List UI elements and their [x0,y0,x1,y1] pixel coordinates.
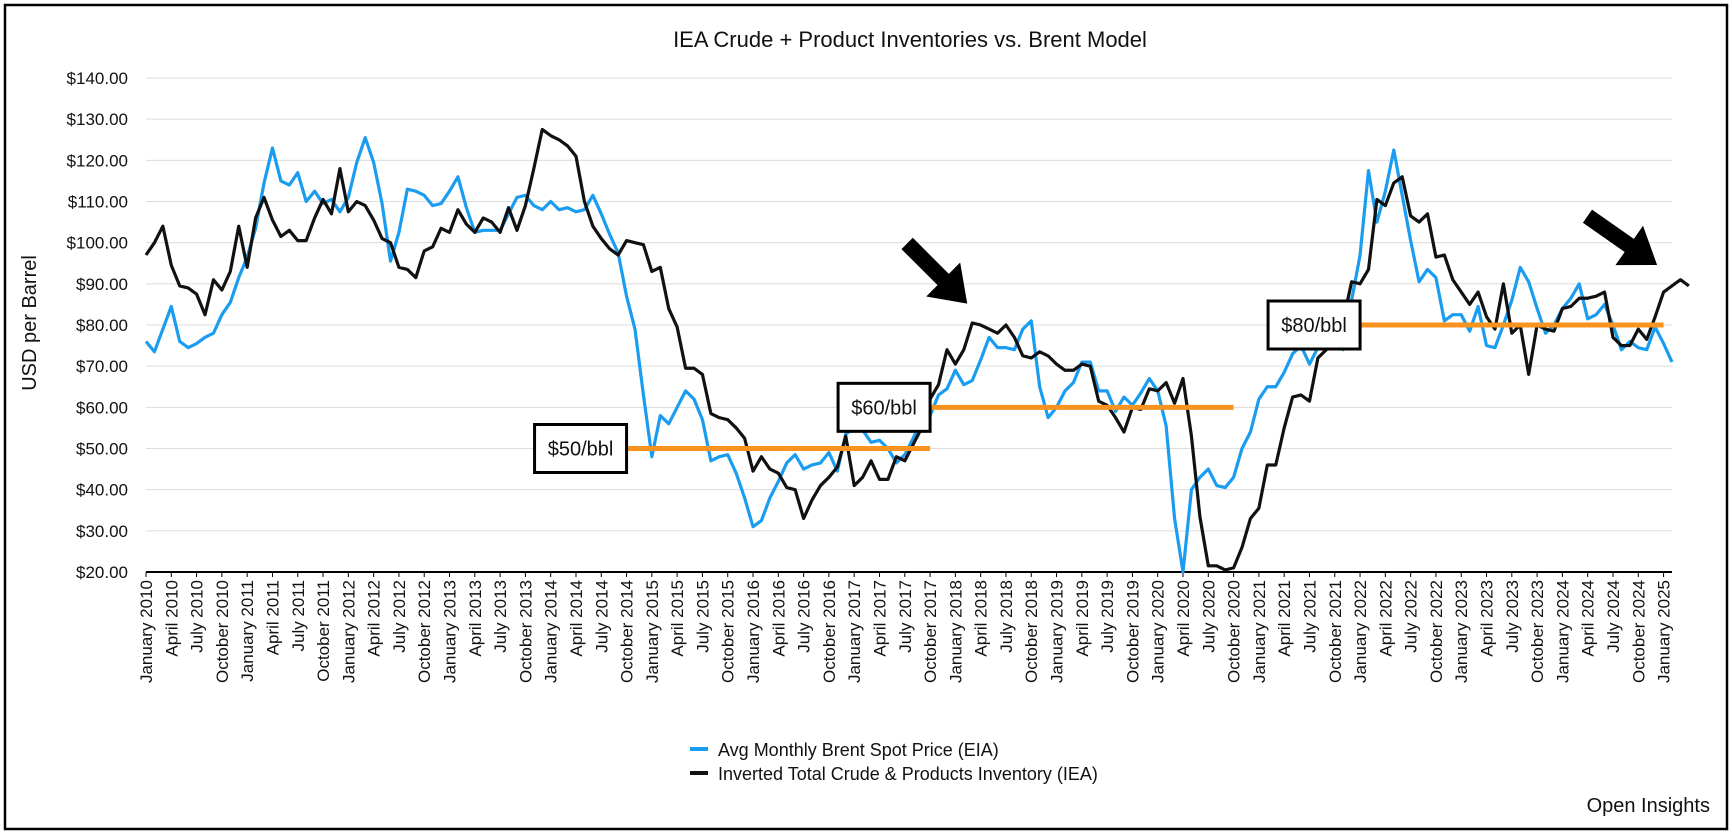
x-tick-label: January 2011 [238,580,257,682]
y-tick-label: $50.00 [76,440,128,459]
x-tick-label: October 2011 [314,580,333,682]
x-tick-label: January 2020 [1149,580,1168,683]
x-tick-label: April 2024 [1579,580,1598,657]
x-tick-label: July 2023 [1503,580,1522,653]
x-tick-label: April 2018 [972,580,991,657]
x-tick-label: April 2010 [162,580,181,657]
x-tick-label: July 2013 [491,580,510,653]
x-tick-label: July 2014 [592,580,611,653]
x-tick-label: July 2019 [1098,580,1117,653]
x-tick-label: January 2023 [1452,580,1471,683]
x-tick-label: October 2019 [1123,580,1142,683]
y-tick-label: $70.00 [76,357,128,376]
y-tick-label: $20.00 [76,563,128,582]
x-tick-label: July 2020 [1199,580,1218,653]
x-tick-label: October 2018 [1022,580,1041,683]
x-tick-label: April 2023 [1478,580,1497,657]
series-line-inventory [144,127,1690,572]
annotation-60: $60/bbl [836,381,1234,433]
annotation-label: $60/bbl [851,397,917,419]
x-tick-label: April 2012 [365,580,384,657]
arrow-2025-icon [1582,209,1658,266]
x-tick-label: April 2021 [1275,580,1294,657]
chart-title: IEA Crude + Product Inventories vs. Bren… [673,27,1147,52]
x-tick-label: October 2020 [1225,580,1244,683]
annotation-box [533,423,629,474]
legend-label-inventory: Inverted Total Crude & Products Inventor… [718,764,1098,784]
x-tick-label: April 2019 [1073,580,1092,657]
legend-label-brent: Avg Monthly Brent Spot Price (EIA) [718,740,999,760]
annotation-50: $50/bbl [533,423,931,474]
annotation-box [1266,299,1362,351]
x-tick-label: January 2018 [946,580,965,683]
x-axis-ticks: January 2010 April 2010 July 2010 October 2… [137,572,1674,683]
y-tick-label: $140.00 [67,69,128,88]
x-tick-label: October 2023 [1528,580,1547,683]
x-tick-label: January 2016 [744,580,763,683]
x-tick-label: January 2010 [137,580,156,683]
x-tick-label: October 2024 [1629,580,1648,683]
x-tick-label: January 2013 [441,580,460,683]
x-tick-label: October 2015 [719,580,738,683]
x-tick-label: January 2021 [1250,580,1269,683]
y-tick-label: $120.00 [67,151,128,170]
x-tick-label: April 2013 [466,580,485,657]
x-tick-label: April 2015 [668,580,687,657]
x-tick-label: January 2025 [1655,580,1674,683]
x-tick-label: January 2012 [339,580,358,683]
x-tick-label: July 2022 [1402,580,1421,653]
x-tick-label: July 2011 [289,580,308,652]
y-axis-label: USD per Barrel [19,255,41,391]
x-tick-label: April 2011 [263,580,282,655]
x-tick-label: July 2021 [1300,580,1319,653]
y-tick-label: $30.00 [76,522,128,541]
x-tick-label: October 2022 [1427,580,1446,683]
x-tick-label: July 2012 [390,580,409,653]
y-tick-label: $100.00 [67,234,128,253]
x-tick-label: October 2010 [213,580,232,683]
x-tick-label: July 2016 [795,580,814,653]
x-tick-label: January 2024 [1553,580,1572,683]
annotation-label: $50/bbl [548,439,614,461]
x-tick-label: April 2022 [1376,580,1395,657]
y-tick-label: $110.00 [68,193,128,212]
y-tick-label: $40.00 [76,481,128,500]
source-note: Open Insights [1587,795,1710,817]
y-tick-label: $130.00 [67,110,128,129]
x-tick-label: July 2018 [997,580,1016,653]
y-tick-label: $60.00 [76,398,128,417]
x-tick-label: April 2017 [870,580,889,657]
arrow-2018-icon [901,237,968,304]
x-tick-label: January 2019 [1048,580,1067,683]
x-tick-label: October 2013 [516,580,535,683]
x-tick-label: July 2010 [188,580,207,653]
y-tick-label: $80.00 [76,316,128,335]
x-tick-label: October 2012 [415,580,434,683]
x-tick-label: January 2017 [845,580,864,683]
x-tick-label: July 2015 [693,580,712,653]
x-tick-label: April 2016 [769,580,788,657]
annotation-80: $80/bbl [1266,299,1664,351]
x-tick-label: October 2017 [921,580,940,683]
legend: Avg Monthly Brent Spot Price (EIA) Inver… [690,740,1098,784]
annotation-label: $80/bbl [1281,315,1347,337]
x-tick-label: April 2014 [567,580,586,657]
x-tick-label: October 2021 [1326,580,1345,683]
price-level-annotations: $50/bbl $60/bbl $80/bbl [533,299,1664,474]
x-tick-label: October 2014 [618,580,637,683]
x-tick-label: January 2014 [542,580,561,683]
x-tick-label: January 2022 [1351,580,1370,683]
arrows [901,209,1658,304]
x-tick-label: July 2017 [896,580,915,653]
y-tick-label: $90.00 [76,275,128,294]
x-tick-label: January 2015 [643,580,662,683]
y-axis-ticks: $20.00 $30.00 $40.00 $50.00 $60.00 $70.00 $80.… [67,69,128,582]
x-tick-label: October 2016 [820,580,839,683]
x-tick-label: July 2024 [1604,580,1623,653]
annotation-box [836,381,932,433]
x-tick-label: April 2020 [1174,580,1193,657]
